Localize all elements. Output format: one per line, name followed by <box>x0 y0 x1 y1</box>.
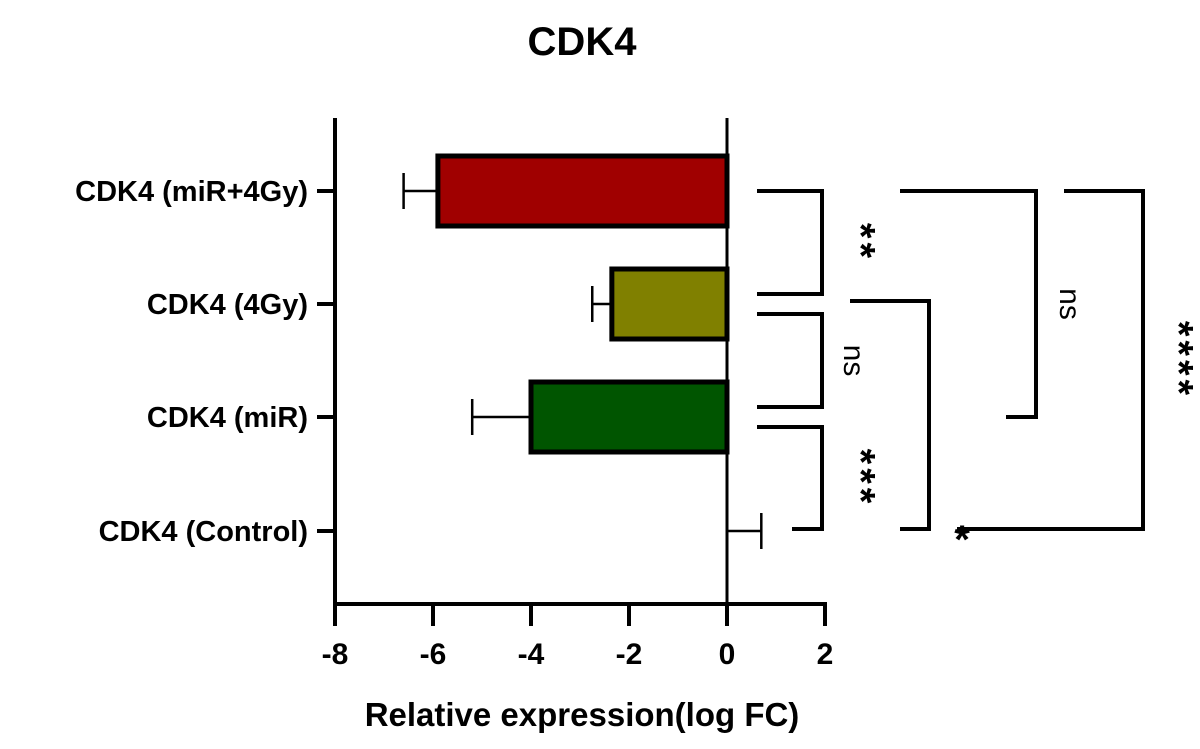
category-label-3: CDK4 (Control) <box>99 516 308 548</box>
significance-bracket-1 <box>757 312 824 409</box>
x-tick-label-5: 2 <box>817 638 834 671</box>
significance-label-0: ** <box>838 223 882 262</box>
x-tick-label-0: -8 <box>322 638 349 671</box>
significance-bracket-0 <box>757 189 824 296</box>
significance-group: **ns****ns**** <box>757 189 1200 562</box>
x-tick-label-1: -6 <box>420 638 447 671</box>
significance-bracket-5 <box>957 189 1145 531</box>
x-axis-label: Relative expression(log FC) <box>365 696 800 733</box>
significance-label-1: ns <box>837 345 870 377</box>
bar-2 <box>528 379 730 455</box>
x-tick-label-3: -2 <box>616 638 643 671</box>
bar-0 <box>435 153 730 229</box>
x-tick-label-4: 0 <box>719 638 736 671</box>
significance-bracket-3 <box>850 299 931 531</box>
category-label-2: CDK4 (miR) <box>147 402 308 434</box>
significance-bracket-2 <box>757 425 824 531</box>
category-label-1: CDK4 (4Gy) <box>147 289 308 321</box>
bars-group <box>402 153 763 549</box>
significance-label-3: * <box>954 518 970 562</box>
category-label-0: CDK4 (miR+4Gy) <box>75 176 308 208</box>
chart-title: CDK4 <box>528 20 638 64</box>
significance-label-2: *** <box>838 449 882 508</box>
bar-1 <box>609 266 730 342</box>
significance-label-4: ns <box>1053 288 1086 320</box>
significance-bracket-4 <box>900 189 1038 419</box>
axes-group: CDK4 (miR+4Gy) CDK4 (4Gy) CDK4 (miR) CDK4 (… <box>75 118 833 671</box>
significance-label-5: **** <box>1156 321 1200 399</box>
x-tick-label-2: -4 <box>518 638 545 671</box>
